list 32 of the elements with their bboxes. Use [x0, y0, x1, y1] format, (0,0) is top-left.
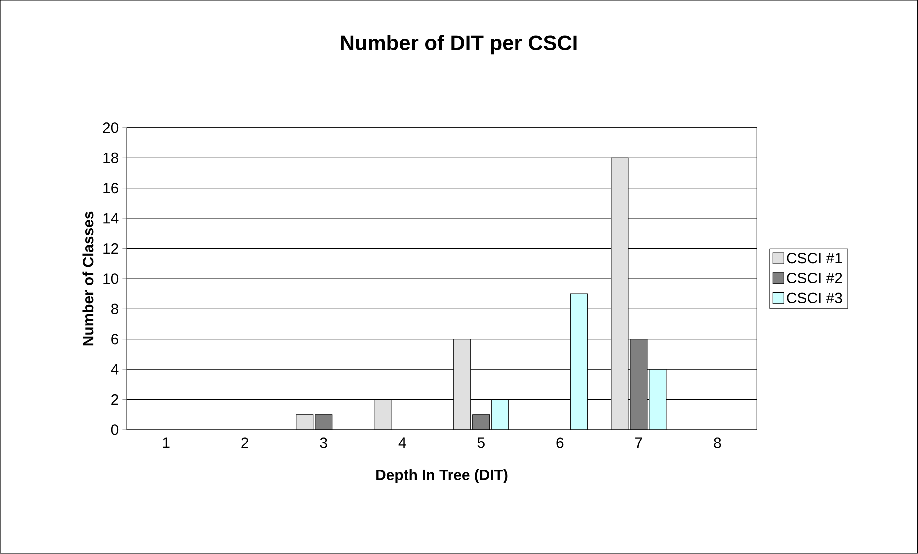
bar [611, 158, 629, 430]
x-tick-label: 1 [163, 438, 170, 448]
y-tick-label: 20 [103, 122, 119, 134]
bar [315, 414, 333, 430]
x-tick-label: 5 [478, 438, 485, 448]
y-tick-label: 0 [111, 424, 119, 436]
legend-label: CSCI #1 [787, 253, 842, 264]
y-tick-label: 10 [104, 274, 119, 284]
x-tick-label: 7 [636, 438, 642, 448]
bar [374, 400, 392, 430]
x-tick-label: 2 [242, 438, 248, 448]
legend-label: CSCI #2 [787, 273, 842, 284]
x-tick-label: 8 [714, 438, 722, 448]
y-tick-label: 14 [104, 213, 119, 224]
bar [296, 414, 314, 430]
y-tick-label: 2 [112, 394, 118, 406]
y-tick-label: 8 [112, 304, 119, 314]
chart-title: Number of DIT per CSCI [341, 35, 577, 55]
y-axis-title: Number of Classes [82, 212, 94, 346]
x-tick-label: 4 [398, 438, 406, 448]
y-tick-label: 6 [112, 334, 119, 345]
x-tick-label: 6 [556, 438, 564, 448]
bar [472, 414, 490, 430]
x-axis-title: Depth In Tree (DIT) [376, 469, 508, 484]
x-tick-label: 3 [320, 438, 328, 448]
y-tick-label: 16 [104, 183, 119, 194]
y-tick-label: 12 [104, 244, 118, 254]
y-tick-label: 18 [104, 152, 119, 164]
bar [454, 339, 472, 430]
y-tick-label: 4 [111, 364, 119, 375]
legend-label: CSCI #3 [787, 292, 842, 304]
bar [630, 339, 648, 430]
